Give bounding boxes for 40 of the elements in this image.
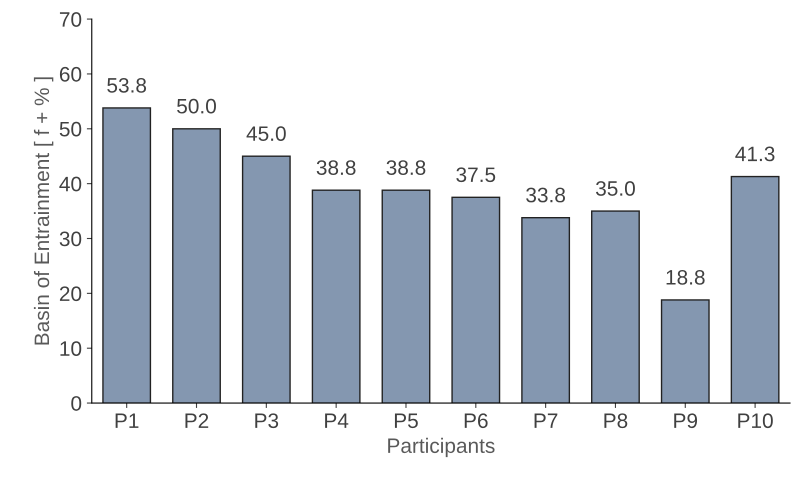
y-tick-label: 60 [60, 66, 82, 82]
bar [312, 190, 361, 404]
x-tick-label: P8 [604, 413, 628, 428]
data-label: 35.0 [596, 181, 635, 196]
data-label: 18.8 [666, 270, 705, 285]
bar [591, 210, 640, 404]
bar [242, 156, 291, 404]
x-tick-label: P5 [394, 414, 418, 428]
data-label: 50.0 [177, 98, 216, 114]
y-tick-label: 40 [59, 176, 82, 192]
data-label: 41.3 [735, 146, 774, 162]
y-tick-label: 50 [60, 122, 82, 137]
data-label: 38.8 [316, 160, 356, 175]
x-tick-label: P3 [255, 413, 278, 428]
x-tick-label: P1 [116, 414, 138, 428]
y-tick-label: 30 [60, 232, 82, 246]
bar [172, 128, 221, 404]
y-tick-label: 0 [71, 396, 82, 411]
x-tick-label: P4 [325, 414, 348, 428]
data-label: 33.8 [526, 188, 565, 202]
data-label: 37.5 [456, 167, 496, 182]
y-tick-label: 10 [60, 341, 82, 356]
y-tick-label: 70 [60, 12, 82, 27]
y-tick-label: 20 [60, 286, 82, 302]
x-tick-label: P7 [534, 414, 558, 428]
y-axis-title: Basin of Entrainment [ f + % ] [34, 77, 54, 345]
bar [660, 299, 710, 404]
bar [521, 216, 570, 404]
x-tick-label: P9 [674, 413, 698, 428]
x-tick-label: P10 [738, 413, 773, 428]
x-tick-label: P6 [464, 413, 488, 428]
bar [382, 190, 430, 404]
bar [730, 176, 780, 404]
data-label: 38.8 [386, 160, 426, 175]
x-axis-title: Participants [388, 438, 495, 458]
x-tick-label: P2 [185, 413, 208, 428]
bar [102, 107, 152, 404]
bar [451, 196, 500, 404]
data-label: 53.8 [107, 78, 146, 93]
data-label: 45.0 [246, 126, 286, 141]
